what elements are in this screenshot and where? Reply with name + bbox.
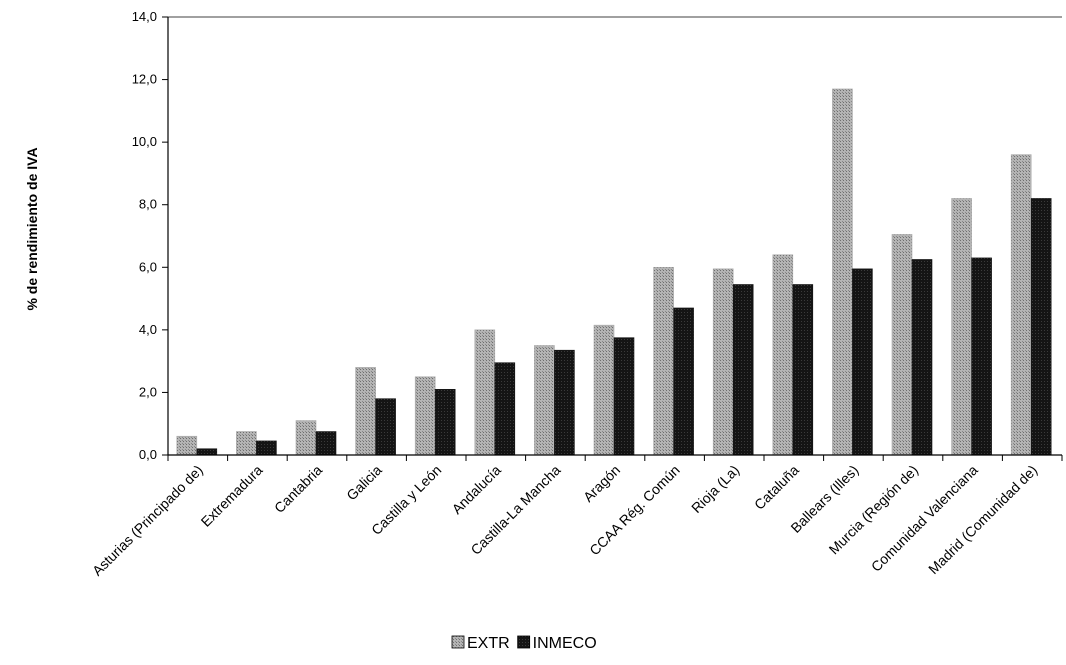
bar-inmeco bbox=[852, 268, 873, 456]
legend-label-extr: EXTR bbox=[467, 635, 510, 652]
y-tick-label: 4,0 bbox=[139, 322, 157, 337]
x-category-label: Cataluña bbox=[751, 462, 802, 513]
bar-inmeco bbox=[613, 337, 635, 456]
y-tick-label: 6,0 bbox=[139, 259, 157, 274]
bar-extr bbox=[891, 234, 913, 456]
bar-inmeco bbox=[494, 362, 516, 456]
bar-extr bbox=[772, 254, 794, 456]
bar-inmeco bbox=[256, 440, 277, 456]
x-category-label: Galicia bbox=[343, 462, 385, 504]
bar-inmeco bbox=[971, 257, 992, 456]
bar-extr bbox=[653, 266, 674, 456]
bar-inmeco bbox=[315, 431, 337, 456]
bar-inmeco bbox=[911, 259, 933, 456]
bar-extr bbox=[176, 435, 198, 456]
y-tick-label: 8,0 bbox=[139, 197, 157, 212]
bar-inmeco bbox=[1030, 198, 1052, 456]
bar-inmeco bbox=[554, 349, 575, 456]
bar-inmeco bbox=[732, 284, 754, 456]
y-axis-ticks: 0,0 2,0 4,0 6,0 8,0 10,0 12,0 14,0 bbox=[132, 9, 168, 462]
x-category-label: Cantabria bbox=[271, 462, 325, 516]
axes bbox=[167, 16, 1063, 461]
bar-extr bbox=[474, 329, 496, 456]
bar-extr bbox=[593, 324, 615, 456]
bar-extr bbox=[295, 420, 317, 456]
bar-extr bbox=[832, 88, 853, 456]
legend: EXTR INMECO bbox=[451, 635, 597, 652]
bar-inmeco bbox=[196, 448, 218, 456]
y-tick-label: 2,0 bbox=[139, 384, 157, 399]
x-category-label: Extremadura bbox=[198, 462, 266, 530]
bar-inmeco bbox=[673, 307, 694, 456]
bar-inmeco bbox=[792, 284, 814, 456]
x-axis-labels: Asturias (Principado de)Extremadura Canta… bbox=[89, 462, 1040, 579]
bar-extr bbox=[355, 367, 376, 456]
bar-extr bbox=[414, 376, 436, 456]
y-tick-label: 14,0 bbox=[132, 9, 157, 24]
legend-label-inmeco: INMECO bbox=[533, 635, 597, 652]
x-category-label: Andalucía bbox=[449, 462, 504, 517]
bars bbox=[176, 88, 1052, 456]
x-category-label: Asturias (Principado de) bbox=[89, 462, 206, 579]
x-category-label: Aragón bbox=[580, 462, 623, 505]
bar-inmeco bbox=[434, 388, 456, 456]
y-tick-label: 0,0 bbox=[139, 447, 157, 462]
y-axis-label: % de rendimiento de IVA bbox=[24, 147, 40, 310]
bar-extr bbox=[534, 345, 555, 456]
legend-swatch-extr bbox=[451, 635, 465, 649]
legend-swatch-inmeco bbox=[517, 635, 531, 649]
bar-extr bbox=[712, 268, 734, 456]
x-category-label: Rioja (La) bbox=[688, 462, 742, 516]
x-category-label: Madrid (Comunidad de) bbox=[925, 462, 1040, 577]
bar-inmeco bbox=[375, 398, 396, 456]
y-tick-label: 12,0 bbox=[132, 72, 157, 87]
x-category-label: Comunidad Valenciana bbox=[868, 462, 981, 575]
bar-extr bbox=[951, 198, 972, 456]
bar-extr bbox=[236, 431, 257, 456]
y-tick-label: 10,0 bbox=[132, 134, 157, 149]
bar-extr bbox=[1010, 154, 1032, 456]
